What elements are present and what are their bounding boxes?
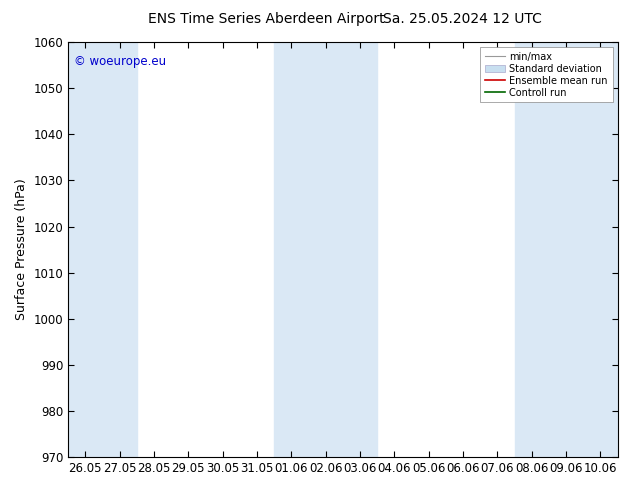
Bar <box>515 42 618 457</box>
Y-axis label: Surface Pressure (hPa): Surface Pressure (hPa) <box>15 179 28 320</box>
Text: Sa. 25.05.2024 12 UTC: Sa. 25.05.2024 12 UTC <box>384 12 542 26</box>
Bar <box>68 42 137 457</box>
Text: ENS Time Series Aberdeen Airport: ENS Time Series Aberdeen Airport <box>148 12 385 26</box>
Bar <box>275 42 377 457</box>
Text: © woeurope.eu: © woeurope.eu <box>74 54 165 68</box>
Legend: min/max, Standard deviation, Ensemble mean run, Controll run: min/max, Standard deviation, Ensemble me… <box>480 47 612 102</box>
